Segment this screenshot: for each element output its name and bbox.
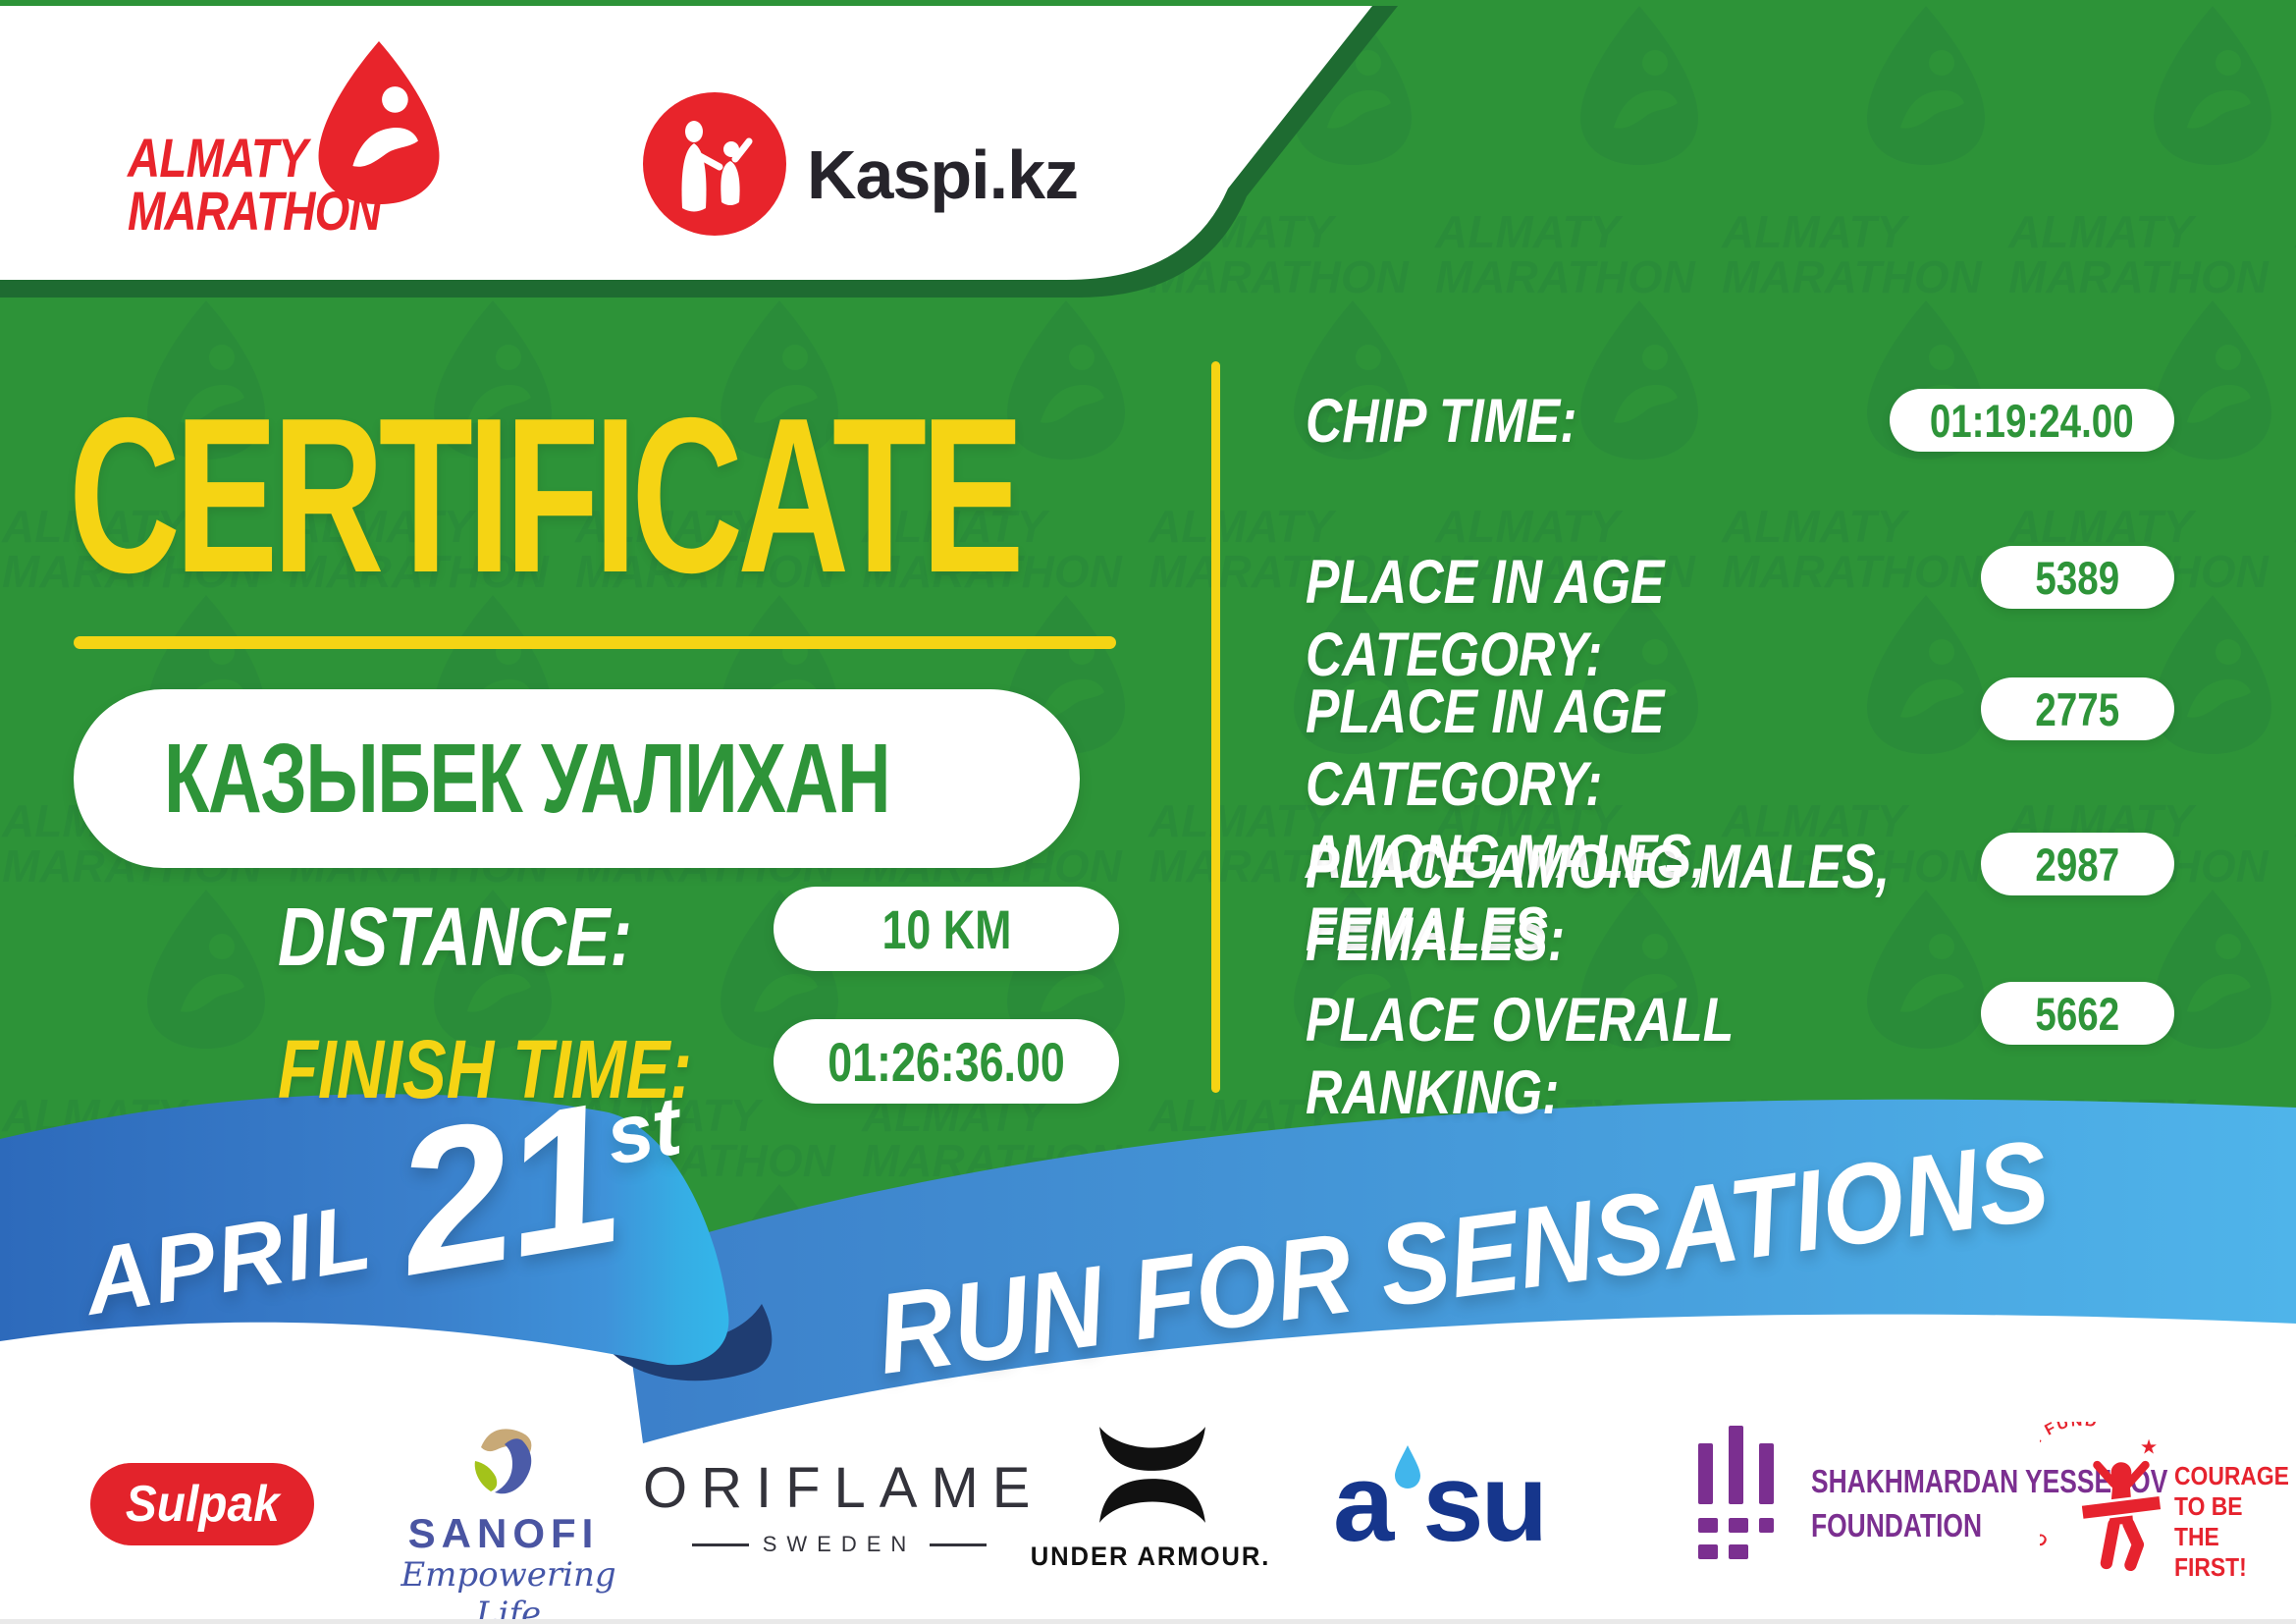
place-age-category-gender-label: PLACE IN AGE CATEGORY: AMONG MALES, FEMA… (1306, 677, 1706, 964)
almaty-marathon-drop-icon (318, 41, 440, 204)
runner-name: КАЗЫБЕК УАЛИХАН (164, 723, 891, 834)
place-age-category-value: 5389 (2035, 551, 2120, 604)
place-age-category-gender-value: 2775 (2035, 682, 2120, 735)
title-underline (74, 636, 1116, 649)
yessenov-foundation-icon (1698, 1426, 1774, 1559)
chip-time-label: CHIP TIME: (1306, 387, 1577, 456)
asu-logo: a su (1333, 1440, 1548, 1564)
yessenov-foundation-wordmark: SHAKHMARDAN YESSENOV FOUNDATION (1811, 1463, 2168, 1543)
finish-time-label: FINISH TIME: (278, 1023, 692, 1115)
runner-name-field: КАЗЫБЕК УАЛИХАН (74, 689, 1080, 868)
place-age-category-gender-pill: 2775 (1981, 677, 2174, 740)
certificate-title: CERTIFICATE (69, 371, 1025, 619)
distance-value-pill: 10 KM (774, 887, 1119, 971)
place-gender-value: 2987 (2035, 838, 2120, 891)
place-gender-pill: 2987 (1981, 833, 2174, 895)
sulpak-logo: Sulpak (90, 1463, 314, 1545)
under-armour-icon (1099, 1427, 1205, 1523)
almaty-marathon-logo: ALMATY MARATHON (128, 127, 436, 239)
finish-time-value: 01:26:36.00 (828, 1030, 1065, 1093)
place-overall-label: PLACE OVERALL RANKING: (1306, 986, 1734, 1127)
kaspi-icon (643, 92, 786, 236)
sanofi-tagline: Empowering Life (400, 1555, 616, 1624)
results-divider-line (1211, 361, 1220, 1093)
distance-label: DISTANCE: (278, 891, 632, 983)
oriflame-country: SWEDEN (675, 1532, 1003, 1557)
oriflame-wordmark: ORIFLAME (643, 1456, 1044, 1520)
svg-text:CORPORATE FUND: CORPORATE FUND (2040, 1422, 2100, 1550)
place-gender-label: PLACE AMONG MALES, FEMALES: (1306, 833, 1891, 974)
under-armour-wordmark: UNDER ARMOUR. (1030, 1542, 1271, 1571)
place-age-category-label: PLACE IN AGE CATEGORY: (1306, 548, 1665, 689)
distance-value: 10 KM (881, 897, 1011, 960)
place-overall-value: 5662 (2035, 987, 2120, 1040)
place-age-category-pill: 5389 (1981, 546, 2174, 609)
kaspi-wordmark: Kaspi.kz (807, 136, 1079, 213)
courage-fund-wordmark: COURAGE TO BE THE FIRST! (2174, 1461, 2289, 1582)
almaty-logo-line1: ALMATY (128, 127, 308, 189)
asu-drop-icon (1395, 1445, 1421, 1489)
chip-time-pill: 01:19:24.00 (1890, 389, 2174, 452)
sanofi-wordmark: SANOFI (407, 1510, 600, 1556)
svg-text:★: ★ (2140, 1436, 2159, 1459)
courage-fund-icon: CORPORATE FUND ★ (2040, 1422, 2163, 1572)
page-bottom-edge (0, 1619, 2296, 1624)
chip-time-value: 01:19:24.00 (1930, 394, 2134, 447)
courage-arc-text: CORPORATE FUND (2040, 1422, 2098, 1550)
place-overall-pill: 5662 (1981, 982, 2174, 1045)
finish-time-value-pill: 01:26:36.00 (774, 1019, 1119, 1104)
sanofi-icon (474, 1429, 532, 1494)
